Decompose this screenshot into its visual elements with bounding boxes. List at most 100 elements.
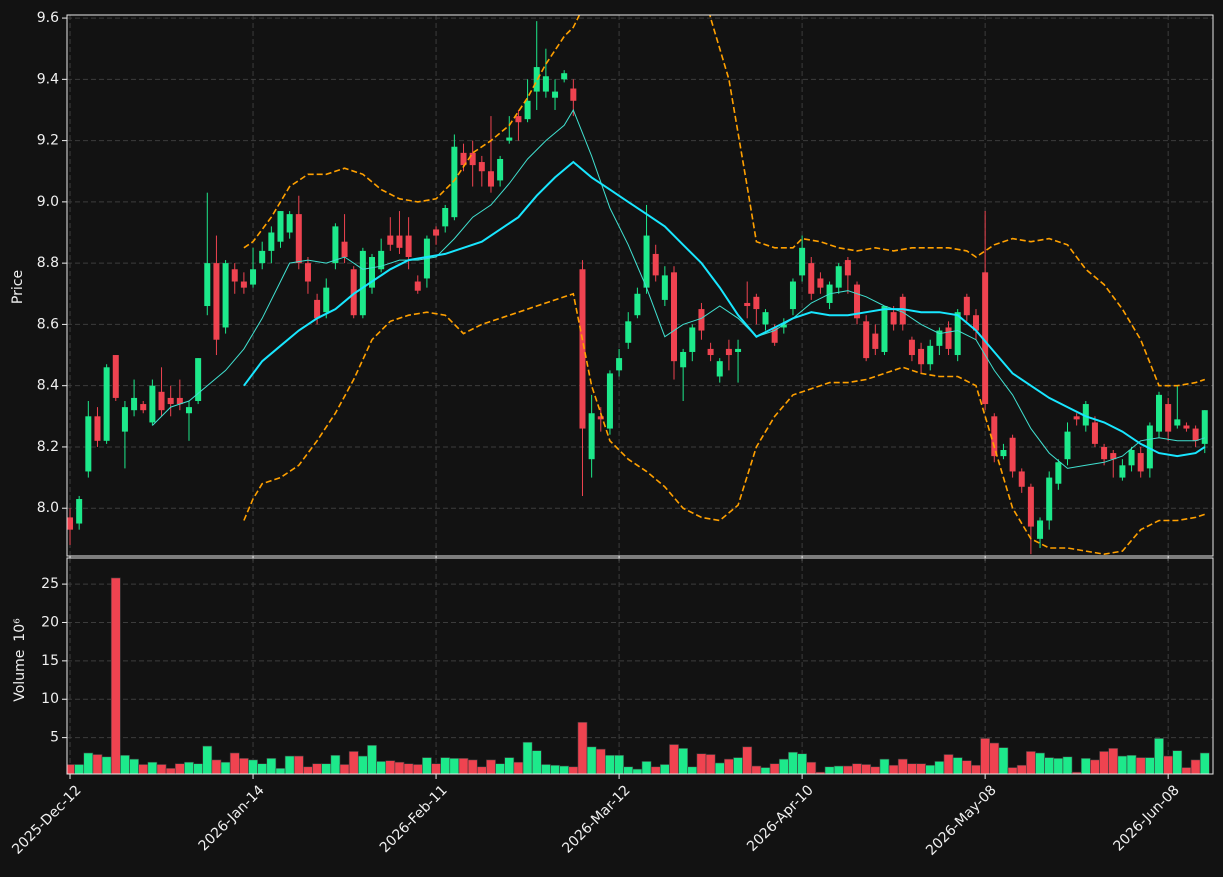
candle-body <box>652 253 659 276</box>
candle-body <box>872 333 879 349</box>
candle-body <box>222 263 229 328</box>
candle-body <box>854 284 861 319</box>
y-tick-label: 20 <box>41 614 59 630</box>
volume-bar <box>870 766 881 774</box>
volume-bar <box>376 761 387 774</box>
volume-bar <box>220 761 231 774</box>
volume-bar <box>559 765 570 774</box>
candle-body <box>295 214 302 264</box>
y-axis-label: Price <box>10 270 26 304</box>
y-tick-label: 9.2 <box>37 133 59 149</box>
y-axis-label: Volume 10⁶ <box>12 618 28 702</box>
volume-bar <box>1044 757 1055 774</box>
volume-bar <box>696 753 707 774</box>
candle-body <box>625 321 632 343</box>
volume-bar <box>449 758 460 774</box>
y-tick-label: 8.0 <box>37 500 59 516</box>
candle-body <box>725 348 732 356</box>
volume-bar <box>1117 755 1128 774</box>
volume-bar <box>907 763 917 774</box>
y-tick-label: 8.6 <box>37 316 59 332</box>
candle-body <box>478 162 485 172</box>
candle-body <box>350 269 357 316</box>
candle-body <box>899 296 906 325</box>
candle-body <box>661 275 668 300</box>
candle-body <box>506 137 513 141</box>
candle-body <box>259 250 266 264</box>
volume-bar <box>742 746 753 774</box>
volume-bar <box>303 766 313 774</box>
candle-body <box>378 250 385 270</box>
candle-body <box>369 257 376 288</box>
volume-bar <box>412 764 423 774</box>
volume-bar <box>897 758 908 774</box>
candle-body <box>140 404 147 411</box>
panel-frame <box>66 557 1214 775</box>
candle-body <box>67 517 74 530</box>
volume-bar <box>733 757 743 774</box>
candle-body <box>268 232 275 251</box>
candle-body <box>982 272 989 405</box>
candle-body <box>497 158 504 181</box>
y-tick-label: 9.6 <box>37 10 59 26</box>
volume-bar <box>998 747 1009 774</box>
volume-bar <box>1163 755 1174 774</box>
candle-body <box>240 281 247 288</box>
volume-bar <box>92 754 103 774</box>
volume-bar <box>842 765 853 774</box>
candle-body <box>515 116 522 123</box>
candle-body <box>579 269 586 429</box>
candle-body <box>76 499 83 524</box>
plot-area <box>67 15 1208 556</box>
candle-body <box>1027 486 1034 527</box>
candle-body <box>542 76 549 92</box>
candle-body <box>85 416 92 472</box>
volume-bar <box>330 754 341 774</box>
y-tick-label: 5 <box>50 730 59 746</box>
candle-body <box>131 397 138 411</box>
candle-body <box>451 146 458 218</box>
volume-bar <box>486 759 496 774</box>
volume-bar <box>1007 767 1018 774</box>
volume-bar <box>211 759 222 774</box>
volume-bar <box>476 766 487 774</box>
candle-body <box>808 263 815 294</box>
volume-bar <box>650 766 661 774</box>
y-tick-label: 25 <box>41 576 59 592</box>
candle-body <box>1156 394 1163 432</box>
candle-body <box>396 235 403 248</box>
volume-bar <box>1080 758 1091 774</box>
candle-body <box>1137 453 1144 472</box>
candle-body <box>561 73 568 80</box>
volume-bar <box>788 751 798 774</box>
volume-bar <box>312 763 322 774</box>
volume-bar <box>321 763 332 774</box>
volume-bar <box>1172 750 1183 774</box>
volume-bar <box>605 754 615 774</box>
candle-body <box>634 293 641 316</box>
candle-body <box>927 345 934 365</box>
candle-body <box>250 269 257 285</box>
candle-body <box>332 226 339 264</box>
volume-bar <box>147 761 158 774</box>
candle-body <box>231 269 238 282</box>
volume-bar <box>1135 757 1146 774</box>
candle-body <box>698 309 705 331</box>
volume-bar <box>1053 758 1064 774</box>
indicator-line <box>243 160 1206 458</box>
volume-bar <box>550 764 560 774</box>
candle-body <box>991 416 998 457</box>
candle-body <box>359 250 366 316</box>
candle-body <box>789 281 796 310</box>
volume-bar <box>239 758 249 774</box>
candle-body <box>167 397 174 405</box>
volume-bar <box>110 577 121 774</box>
volume-bar <box>495 763 506 774</box>
offset-label: 10⁶ <box>12 618 28 642</box>
candle-body <box>341 241 348 258</box>
volume-bar <box>824 766 835 774</box>
candle-body <box>442 207 449 227</box>
candle-body <box>744 302 751 307</box>
volume-bar <box>760 767 771 774</box>
